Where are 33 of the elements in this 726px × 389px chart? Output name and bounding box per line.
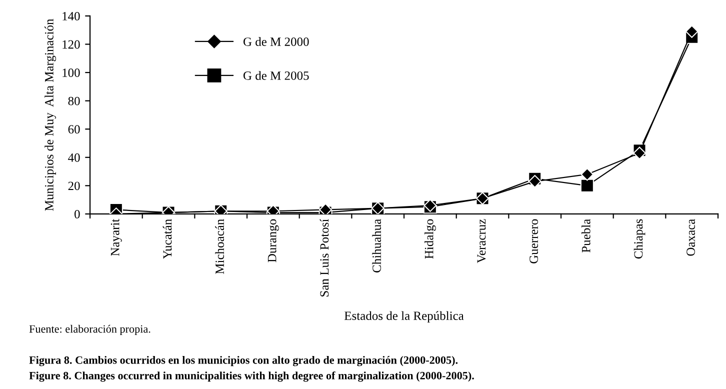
y-tick-label: 140 xyxy=(62,12,80,20)
point xyxy=(528,175,542,188)
x-tick-label: Guerrero xyxy=(530,219,538,264)
point xyxy=(580,178,594,192)
caption: Figure 8. Changes occurred in municipalities with high degree of marginalization (2000-2005). xyxy=(29,371,474,382)
x-tick-label: Oaxaca xyxy=(686,218,695,256)
x-tick-label: San Luis Potosí xyxy=(320,218,329,296)
x-tick-label: Nayarit xyxy=(110,218,122,256)
x-tick-label: Chiapas xyxy=(634,219,646,259)
point xyxy=(319,203,332,214)
y-tick-label: 60 xyxy=(68,125,80,134)
y-tick-label: 20 xyxy=(68,182,80,190)
y-tick-label: 100 xyxy=(62,68,80,77)
x-tick-label: Puebla xyxy=(582,218,590,252)
x-tick-label: Hidalgo xyxy=(424,219,436,259)
legend-label: G de M 2005 xyxy=(243,71,309,80)
point xyxy=(633,146,646,160)
x-tick-label: Chihuahua xyxy=(372,218,381,272)
point xyxy=(580,168,594,181)
legend-label: G de M 2000 xyxy=(243,37,309,46)
y-axis-title: Municipios de Muy Alta Marginación xyxy=(44,18,56,211)
x-tick-label: Michoacán xyxy=(215,219,224,274)
y-tick-label: 120 xyxy=(62,40,80,49)
y-tick-label: 80 xyxy=(68,96,80,106)
text: Figura 8. Cambios ocurridos en los municipios con alto grado de marginación (2000-2005). xyxy=(29,356,458,366)
y-tick-label: 40 xyxy=(68,153,80,162)
point xyxy=(685,25,698,38)
x-tick-label: Yucatán xyxy=(162,219,172,259)
x-tick-label: Veracruz xyxy=(477,219,486,264)
x-tick-label: Durango xyxy=(268,219,279,262)
source-note: Fuente: elaboración propia. xyxy=(29,324,150,335)
y-tick-label: 0 xyxy=(74,210,80,218)
x-axis-title: Estados de la República xyxy=(344,311,464,323)
